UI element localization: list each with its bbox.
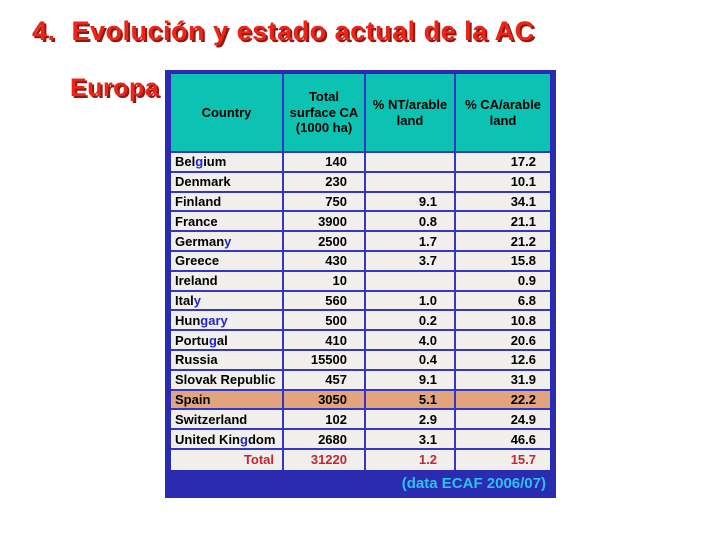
nt-cell: 1.0 <box>366 291 456 312</box>
country-cell: United Kin g dom <box>171 430 284 450</box>
total-surface-cell: 430 <box>284 251 366 272</box>
ca-cell: 6.8 <box>456 291 550 312</box>
country-cell: Portu g al <box>171 331 284 351</box>
country-cell: Denmark <box>171 172 284 193</box>
nt-cell: 3.1 <box>366 430 456 450</box>
header-ca-arable: % CA/arable land <box>456 74 550 153</box>
ca-cell: 10.8 <box>456 311 550 332</box>
header-country: Country <box>171 74 284 153</box>
total-surface-value: 31220 <box>284 449 366 470</box>
nt-cell: 0.4 <box>366 350 456 371</box>
country-cell: Greece <box>171 251 284 272</box>
total-label: Total <box>171 449 284 470</box>
total-surface-cell: 15500 <box>284 350 366 371</box>
total-surface-cell: 3050 <box>284 390 366 411</box>
nt-cell: 1.7 <box>366 232 456 252</box>
table-footer: (data ECAF 2006/07) <box>171 470 550 497</box>
total-surface-cell: 230 <box>284 172 366 193</box>
nt-cell: 9.1 <box>366 370 456 391</box>
ca-cell: 0.9 <box>456 271 550 292</box>
total-surface-cell: 560 <box>284 291 366 312</box>
table-body: Bel g ium 140 17.2 Denmark 230 10.1 Finland 750 9.… <box>171 153 550 450</box>
ca-cell: 21.2 <box>456 232 550 252</box>
ca-cell: 31.9 <box>456 370 550 391</box>
nt-cell: 5.1 <box>366 390 456 411</box>
nt-cell <box>366 271 456 292</box>
total-surface-cell: 457 <box>284 370 366 391</box>
ca-cell: 17.2 <box>456 153 550 173</box>
country-cell: Russia <box>171 350 284 371</box>
nt-cell: 2.9 <box>366 410 456 431</box>
ca-cell: 34.1 <box>456 192 550 213</box>
ca-cell: 24.9 <box>456 410 550 431</box>
country-cell: France <box>171 212 284 233</box>
nt-cell: 9.1 <box>366 192 456 213</box>
ca-cell: 21.1 <box>456 212 550 233</box>
country-cell: Finland <box>171 192 284 213</box>
total-surface-cell: 140 <box>284 153 366 173</box>
ca-cell: 15.8 <box>456 251 550 272</box>
total-surface-cell: 2680 <box>284 430 366 450</box>
data-table: Country Total surface CA (1000 ha) % NT/… <box>165 70 556 498</box>
country-cell: Bel g ium <box>171 153 284 173</box>
country-cell: Slovak Republic <box>171 370 284 391</box>
slide-title-number: 4. <box>32 16 56 46</box>
nt-cell: 4.0 <box>366 331 456 351</box>
country-cell: Hun gary <box>171 311 284 332</box>
ca-cell: 10.1 <box>456 172 550 193</box>
nt-cell: 3.7 <box>366 251 456 272</box>
total-surface-cell: 2500 <box>284 232 366 252</box>
ca-cell: 20.6 <box>456 331 550 351</box>
total-surface-cell: 500 <box>284 311 366 332</box>
slide-title-text: Evolución y estado actual de la AC <box>71 16 535 46</box>
total-row: Total 31220 1.2 15.7 <box>171 449 550 470</box>
slide-subtitle: Europa <box>70 74 160 102</box>
total-surface-cell: 750 <box>284 192 366 213</box>
nt-cell: 0.2 <box>366 311 456 332</box>
total-surface-cell: 410 <box>284 331 366 351</box>
country-cell: Ital y <box>171 291 284 312</box>
data-source-note: (data ECAF 2006/07) <box>401 474 546 492</box>
country-cell: Switzerland <box>171 410 284 431</box>
total-ca-value: 15.7 <box>456 449 550 470</box>
ca-cell: 12.6 <box>456 350 550 371</box>
nt-cell <box>366 172 456 193</box>
total-surface-cell: 10 <box>284 271 366 292</box>
total-surface-cell: 102 <box>284 410 366 431</box>
table-header: Country Total surface CA (1000 ha) % NT/… <box>171 74 550 153</box>
total-nt-value: 1.2 <box>366 449 456 470</box>
nt-cell <box>366 153 456 173</box>
header-nt-arable: % NT/arable land <box>366 74 456 153</box>
nt-cell: 0.8 <box>366 212 456 233</box>
ca-cell: 46.6 <box>456 430 550 450</box>
total-surface-cell: 3900 <box>284 212 366 233</box>
country-cell: Ireland <box>171 271 284 292</box>
country-cell: Spain <box>171 390 284 411</box>
slide-title: 4. Evolución y estado actual de la AC <box>32 16 535 47</box>
ca-cell: 22.2 <box>456 390 550 411</box>
header-total-surface: Total surface CA (1000 ha) <box>284 74 366 153</box>
country-cell: German y <box>171 232 284 252</box>
